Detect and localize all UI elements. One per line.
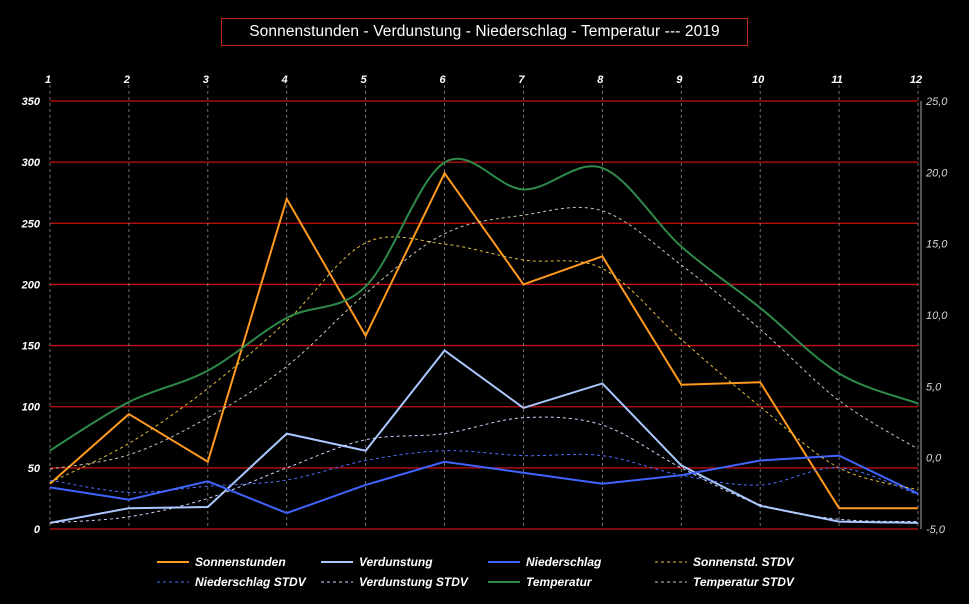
y-tick-label: 350 — [22, 96, 41, 108]
y-tick-label: 200 — [21, 279, 41, 291]
series-line-temperatur-stdv — [49, 206, 919, 470]
x-tick-label: 11 — [831, 74, 842, 86]
legend-label-sonnenstunden: Sonnenstunden — [195, 555, 286, 569]
series-line-sonnenstunden — [49, 171, 918, 510]
x-tick-label: 8 — [597, 74, 604, 86]
y2-tick-label: 15,0 — [926, 239, 948, 251]
x-tick-label: 9 — [676, 74, 683, 86]
y-axis-left-ticks: 0 50 100 150 200 250 300 350 — [21, 96, 41, 536]
x-tick-label: 10 — [752, 74, 765, 86]
y2-tick-label: -5,0 — [926, 524, 946, 536]
x-tick-label: 1 — [45, 74, 51, 86]
series-line-niederschlag — [49, 454, 919, 515]
y2-tick-label: 25,0 — [925, 96, 948, 108]
x-tick-label: 2 — [123, 74, 130, 86]
x-tick-label: 6 — [439, 74, 446, 86]
grid-lines — [49, 85, 922, 530]
y2-tick-label: 0,0 — [926, 453, 942, 465]
y2-tick-label: 10,0 — [926, 310, 948, 322]
series-line-verdunstung-stdv — [49, 416, 919, 524]
y-tick-label: 150 — [22, 341, 41, 353]
y-tick-label: 250 — [21, 218, 41, 230]
series-line-verdunstung — [49, 349, 919, 524]
y2-tick-label: 5,0 — [926, 381, 942, 393]
y-tick-label: 50 — [28, 463, 41, 475]
legend-label-verdunstung-stdv: Verdunstung STDV — [359, 575, 469, 589]
x-axis-ticks: 1 2 3 4 5 6 7 8 9 10 11 12 — [45, 74, 922, 86]
x-tick-label: 4 — [281, 74, 288, 86]
y-axis-right-ticks: -5,0 0,0 5,0 10,0 15,0 20,0 25,0 — [925, 96, 948, 536]
x-tick-label: 7 — [518, 74, 525, 86]
x-tick-label: 12 — [910, 74, 922, 86]
x-tick-label: 5 — [361, 74, 368, 86]
legend-label-temperatur-stdv: Temperatur STDV — [693, 575, 795, 589]
legend-label-niederschlag-stdv: Niederschlag STDV — [195, 575, 307, 589]
series-lines — [49, 157, 919, 524]
y-tick-label: 100 — [22, 402, 41, 414]
y-tick-label: 0 — [34, 524, 41, 536]
legend-label-sonnenstd-stdv: Sonnenstd. STDV — [693, 555, 795, 569]
y2-tick-label: 20,0 — [925, 167, 948, 179]
chart-title: Sonnenstunden - Verdunstung - Niederschl… — [221, 18, 748, 46]
legend-label-verdunstung: Verdunstung — [359, 555, 433, 569]
legend-label-temperatur: Temperatur — [526, 575, 593, 589]
series-line-niederschlag-stdv — [49, 450, 919, 496]
x-tick-label: 3 — [203, 74, 209, 86]
series-line-sonnenstd-stdv — [49, 236, 919, 491]
legend: Sonnenstunden Verdunstung Niederschlag Sonn… — [157, 555, 795, 589]
y-tick-label: 300 — [22, 157, 41, 169]
series-line-temperatur — [49, 157, 919, 452]
legend-label-niederschlag: Niederschlag — [526, 555, 602, 569]
